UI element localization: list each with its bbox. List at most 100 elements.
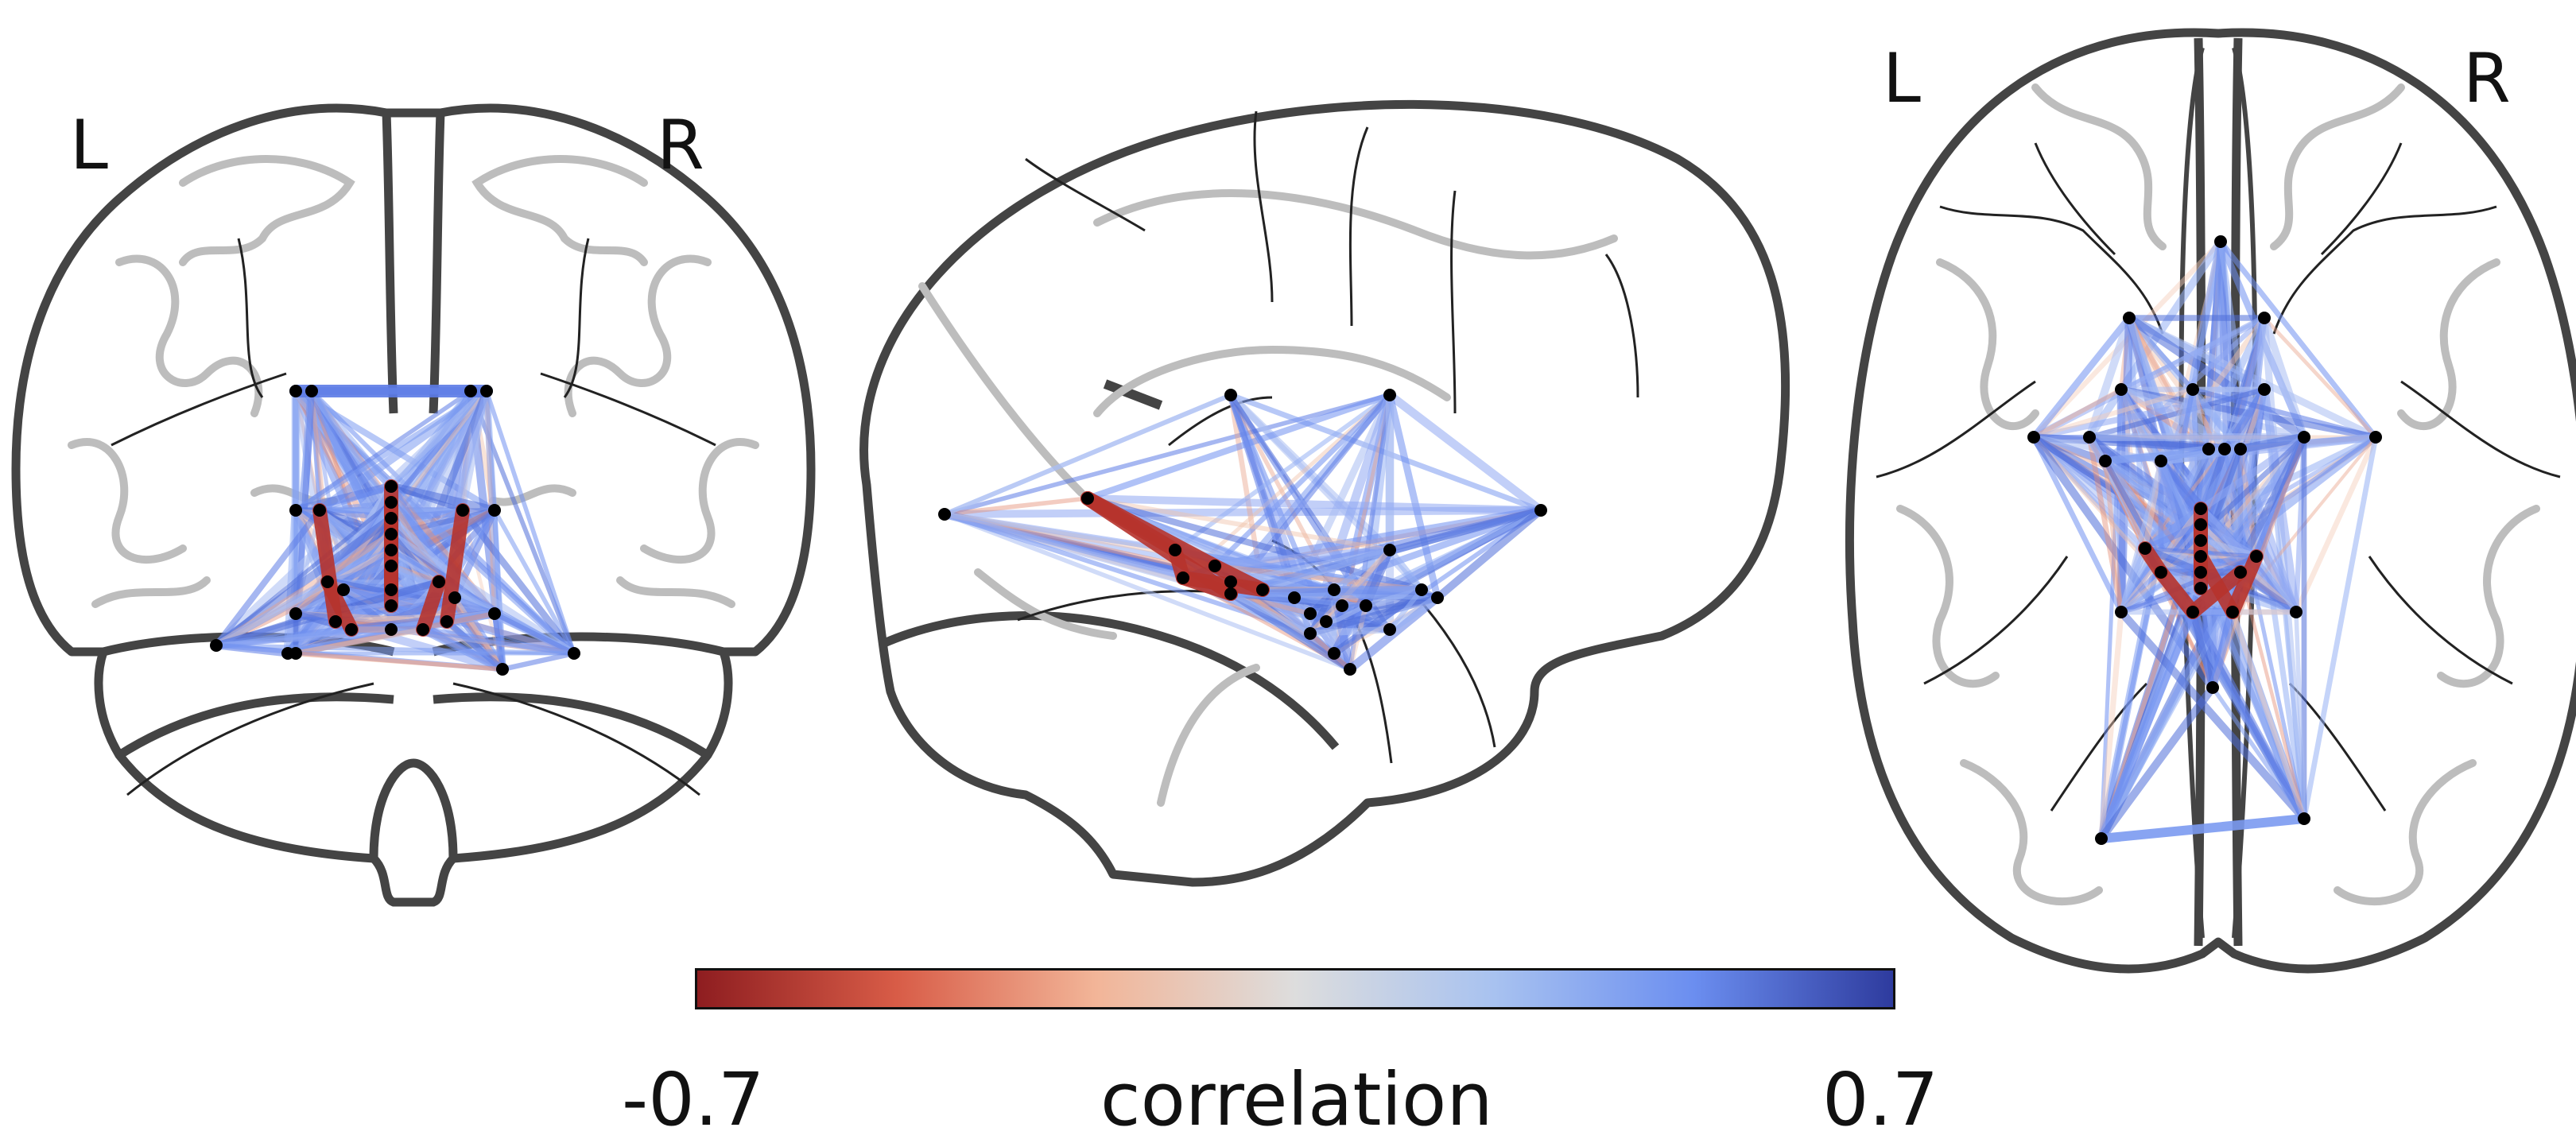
sagittal-edge-negative (1085, 496, 1392, 552)
coronal-node (480, 385, 493, 397)
coronal-edge-positive (213, 507, 323, 649)
coronal-node (385, 623, 398, 636)
sagittal-edge-positive (1084, 494, 1426, 594)
coronal-edge-positive (213, 642, 506, 672)
sagittal-edge-positive (942, 393, 1233, 517)
sagittal-brain-outline (859, 99, 1790, 887)
axial-node (2298, 431, 2310, 444)
coronal-edge-negative (452, 595, 505, 672)
axial-node (2139, 542, 2151, 555)
axial-edge-positive (2086, 386, 2268, 440)
sagittal-node (1415, 583, 1428, 596)
axial-edge-negative (2229, 609, 2307, 822)
sagittal-edge-positive (1306, 626, 1394, 637)
coronal-node (448, 591, 461, 604)
axial-edge-positive (2085, 314, 2133, 441)
axial-edge-positive (2301, 434, 2379, 822)
sagittal-node (1383, 623, 1396, 636)
axial-edge-negative (2098, 609, 2124, 842)
axial-node (2115, 383, 2128, 396)
coronal-node (440, 615, 453, 628)
axial-edge-negative (2103, 459, 2124, 614)
coronal-node (289, 385, 302, 397)
coronal-node (568, 647, 580, 660)
sagittal-node (1534, 504, 1547, 517)
axial-node (2083, 431, 2096, 444)
axial-node (2250, 550, 2263, 563)
axial-node (2202, 443, 2215, 455)
sagittal-edge-negative (942, 496, 1090, 517)
sagittal-edge-positive (1330, 586, 1426, 657)
coronal-edge-strong-negative (440, 503, 470, 629)
coronal-edge-positive (211, 513, 396, 650)
sagittal-edge-positive (1173, 393, 1392, 552)
axial-node (2226, 606, 2239, 618)
axial-node (2027, 431, 2040, 444)
axial-sulci-gray (1896, 83, 2540, 905)
axial-edge-positive (2118, 545, 2148, 615)
axial-node (2099, 455, 2112, 467)
coronal-edge-positive (315, 386, 491, 515)
sagittal-edge-positive (1385, 390, 1546, 515)
coronal-node (385, 480, 398, 493)
coronal-node (433, 575, 445, 588)
coronal-edge-positive (492, 611, 576, 656)
coronal-node (385, 583, 398, 596)
coronal-node (496, 663, 509, 676)
colorbar-max-label: 0.7 (1822, 1057, 1939, 1142)
coronal-node (289, 504, 302, 517)
connectome-edges (211, 237, 2380, 843)
coronal-edge-strong-negative (416, 575, 446, 637)
coronal-node (305, 385, 318, 397)
sagittal-node (1177, 572, 1189, 584)
sagittal-edge-positive (1210, 545, 1395, 571)
colorbar-min-label: -0.7 (622, 1057, 765, 1142)
sagittal-edge-positive (942, 393, 1392, 517)
axial-edge-strong-negative (2225, 549, 2264, 619)
axial-edge-positive (2097, 683, 2217, 843)
axial-node (2194, 502, 2207, 515)
coronal-node (385, 528, 398, 541)
axial-edge-strong-negative (2194, 549, 2240, 619)
sagittal-node (1344, 663, 1356, 676)
axial-edge-positive (2119, 554, 2259, 614)
axial-node (2115, 606, 2128, 618)
sagittal-edge-positive (1212, 392, 1393, 569)
coronal-sulci-dark (111, 238, 716, 796)
axial-left-label: L (1883, 39, 1921, 118)
colorbar (695, 968, 1895, 1009)
sagittal-edge-strong-negative (1208, 559, 1270, 597)
sagittal-node (1383, 544, 1396, 556)
axial-node (2214, 235, 2227, 248)
axial-edge-positive (2030, 314, 2133, 441)
sagittal-node (1328, 647, 1340, 660)
sagittal-node (1383, 389, 1396, 401)
coronal-edge-positive (499, 650, 577, 672)
sagittal-node (1224, 389, 1237, 401)
axial-node (2218, 443, 2231, 455)
sagittal-sulci-gray (918, 189, 1618, 807)
sagittal-edge-positive (1387, 587, 1425, 633)
sagittal-node (1304, 607, 1317, 620)
sagittal-node (1288, 591, 1301, 604)
sagittal-edge-negative (1212, 563, 1425, 593)
axial-node (2234, 443, 2247, 455)
coronal-node (488, 607, 501, 620)
coronal-node (329, 615, 342, 628)
coronal-edge-positive (484, 389, 576, 656)
axial-edge-positive (2141, 521, 2205, 552)
coronal-edge-positive (212, 578, 332, 649)
coronal-node (456, 504, 469, 517)
coronal-edge-positive (317, 484, 394, 513)
sagittal-edge-positive (1385, 593, 1442, 634)
axial-edge-negative (2031, 387, 2195, 440)
coronal-edge-negative (293, 651, 505, 672)
coronal-edge-positive (387, 530, 578, 657)
coronal-node (210, 639, 223, 652)
axial-node (2234, 566, 2247, 579)
sagittal-node (1320, 615, 1333, 628)
sagittal-node (1431, 591, 1444, 604)
coronal-edge-positive (418, 625, 507, 674)
coronal-edge-positive (492, 508, 576, 656)
sagittal-node (1304, 627, 1317, 640)
